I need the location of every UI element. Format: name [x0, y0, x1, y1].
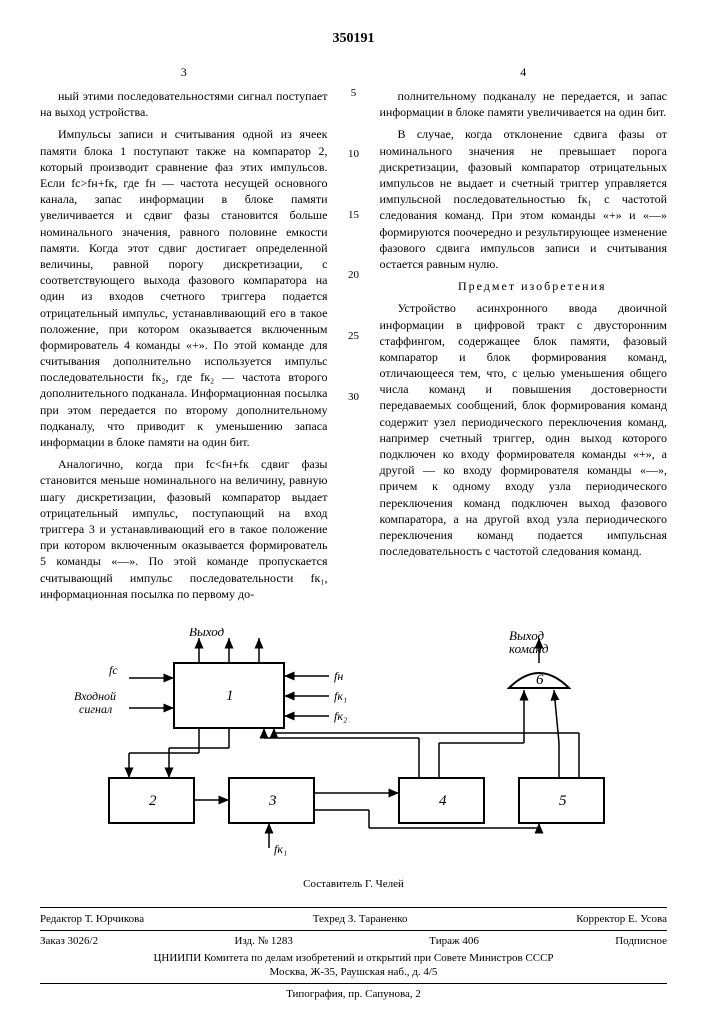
block-5-num: 5: [559, 793, 567, 809]
para: полнительному подканалу не передается, и…: [380, 88, 668, 120]
block-4-num: 4: [439, 793, 447, 809]
ln: 30: [348, 390, 360, 405]
col-num-left: 3: [40, 64, 328, 80]
ln: 15: [348, 208, 360, 223]
output-cmd-label2: команд: [509, 641, 549, 656]
block-2-num: 2: [149, 793, 157, 809]
output-label: Выход: [189, 628, 225, 639]
org1: ЦНИИПИ Комитета по делам изобретений и о…: [40, 951, 667, 966]
para: Аналогично, когда при fс<fн+fк сдвиг фаз…: [40, 456, 328, 602]
ln: 20: [348, 268, 360, 283]
ln: 5: [348, 86, 360, 101]
composer: Составитель Г. Челей: [40, 877, 667, 892]
corrector: Корректор Е. Усова: [576, 912, 667, 927]
block-1-num: 1: [226, 688, 234, 704]
right-column: 4 полнительному подканалу не передается,…: [380, 64, 668, 608]
para: ный этими последовательностями сигнал по…: [40, 88, 328, 120]
subscription: Подписное: [615, 934, 667, 949]
block-3-num: 3: [268, 793, 277, 809]
fk1-bottom-label: fк₁: [274, 842, 287, 856]
fk1-label: fк₁: [334, 689, 347, 703]
para: В случае, когда отклонение сдвига фазы о…: [380, 126, 668, 272]
ln: 25: [348, 329, 360, 344]
line-numbers: 5 10 15 20 25 30: [348, 64, 360, 608]
para: Импульсы записи и считывания одной из яч…: [40, 126, 328, 450]
techred: Техред З. Тараненко: [313, 912, 408, 927]
izd: Изд. № 1283: [234, 934, 292, 949]
org2: Москва, Ж-35, Раушская наб., д. 4/5: [40, 965, 667, 980]
input-signal-label: Входной: [74, 689, 116, 703]
order: Заказ 3026/2: [40, 934, 98, 949]
left-column: 3 ный этими последовательностями сигнал …: [40, 64, 328, 608]
text-columns: 3 ный этими последовательностями сигнал …: [40, 64, 667, 608]
claim: Устройство асинхронного ввода двоичной и…: [380, 300, 668, 559]
ln: 10: [348, 147, 360, 162]
subject-heading: Предмет изобретения: [380, 278, 668, 294]
fn-label: fн: [334, 669, 343, 683]
fc-label: fс: [109, 663, 118, 677]
input-signal-label2: сигнал: [79, 702, 112, 716]
col-num-right: 4: [380, 64, 668, 80]
tirazh: Тираж 406: [429, 934, 479, 949]
footer: Редактор Т. Юрчикова Техред З. Тараненко…: [40, 907, 667, 1002]
editor: Редактор Т. Юрчикова: [40, 912, 144, 927]
patent-number: 350191: [40, 30, 667, 49]
fk2-label: fк₂: [334, 709, 347, 723]
block-6-num: 6: [536, 672, 544, 688]
block-diagram: .blk { fill:#fff; stroke:#000; stroke-wi…: [69, 628, 639, 862]
